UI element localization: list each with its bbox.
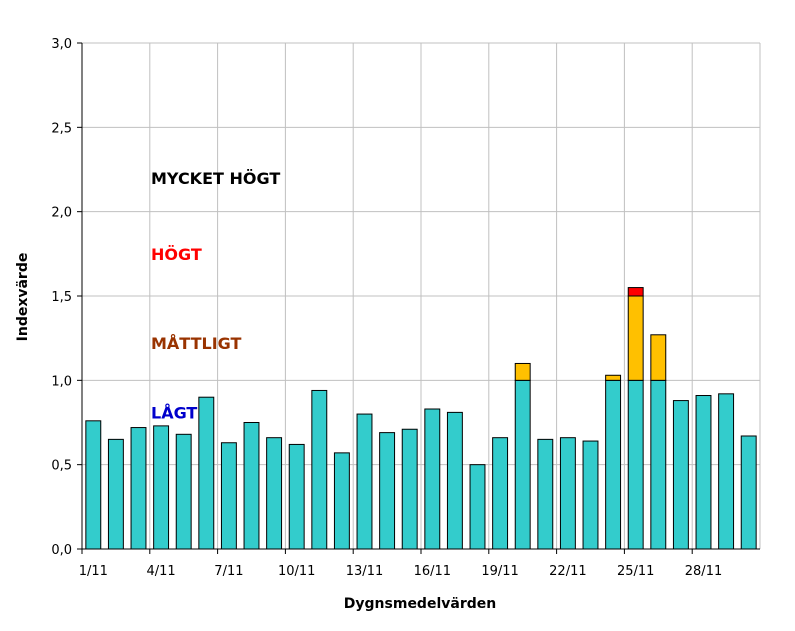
x-tick-label: 28/11 — [685, 564, 722, 579]
bar-segment — [627, 287, 644, 297]
x-tick-label: 16/11 — [414, 564, 451, 579]
bar-segment — [559, 437, 576, 550]
bar-segment — [627, 379, 644, 550]
bar-segment — [198, 396, 215, 550]
y-tick-label: 0,5 — [51, 459, 72, 474]
bar-segment — [672, 400, 689, 550]
x-tick-label: 7/11 — [214, 564, 243, 579]
x-tick-label: 4/11 — [146, 564, 175, 579]
x-tick-label: 25/11 — [617, 564, 654, 579]
tick-labels: 0,0 0,5 1,0 1,5 2,0 2,5 3,0 1/11 4/11 7/11 10/11 13… — [51, 37, 722, 579]
y-tick-label: 1,0 — [51, 374, 72, 389]
bar-segment — [107, 438, 124, 550]
level-label: LÅGT — [151, 403, 197, 422]
bar-segment — [537, 438, 554, 550]
bar-segment — [85, 420, 102, 550]
bar-segment — [446, 411, 463, 550]
bar-segment — [514, 379, 531, 550]
bar-segment — [266, 437, 283, 550]
y-tick-label: 2,5 — [51, 121, 72, 136]
x-tick-label: 13/11 — [346, 564, 383, 579]
bar-segment — [401, 428, 418, 550]
x-tick-label: 19/11 — [481, 564, 518, 579]
level-label: MYCKET HÖGT — [151, 169, 280, 188]
bar-segment — [514, 362, 531, 381]
bar-segment — [333, 452, 350, 550]
bar-segment — [424, 408, 441, 550]
level-label: HÖGT — [151, 245, 202, 264]
bar-segment — [356, 413, 373, 550]
level-labels: MYCKET HÖGT HÖGT MÅTTLIGT LÅGT — [151, 169, 280, 422]
bar-segment — [627, 295, 644, 381]
x-tick-label: 10/11 — [278, 564, 315, 579]
bar-segment — [650, 379, 667, 550]
axes — [77, 42, 760, 554]
x-axis-title: Dygnsmedelvärden — [344, 596, 496, 612]
y-tick-label: 2,0 — [51, 206, 72, 221]
y-axis-title: Indexvärde — [15, 253, 31, 342]
level-label: MÅTTLIGT — [151, 334, 242, 353]
x-tick-label: 22/11 — [549, 564, 586, 579]
bars — [85, 287, 757, 550]
bar-segment — [605, 374, 622, 381]
bar-segment — [469, 464, 486, 550]
bar-segment — [220, 442, 237, 550]
y-tick-label: 3,0 — [51, 37, 72, 52]
bar-segment — [718, 393, 735, 550]
bar-segment — [650, 334, 667, 381]
y-tick-label: 0,0 — [51, 543, 72, 558]
x-tick-label: 1/11 — [79, 564, 108, 579]
bar-segment — [605, 379, 622, 550]
bar-segment — [153, 425, 170, 550]
gridlines — [82, 42, 761, 549]
bar-segment — [695, 395, 712, 550]
bar-segment — [288, 443, 305, 550]
bar-segment — [130, 427, 147, 550]
bar-segment — [311, 389, 328, 550]
bar-segment — [175, 433, 192, 550]
bar-segment — [243, 422, 260, 550]
bar-segment — [582, 440, 599, 550]
bar-segment — [492, 437, 509, 550]
bar-segment — [740, 435, 757, 550]
y-tick-label: 1,5 — [51, 290, 72, 305]
bar-segment — [379, 432, 396, 550]
